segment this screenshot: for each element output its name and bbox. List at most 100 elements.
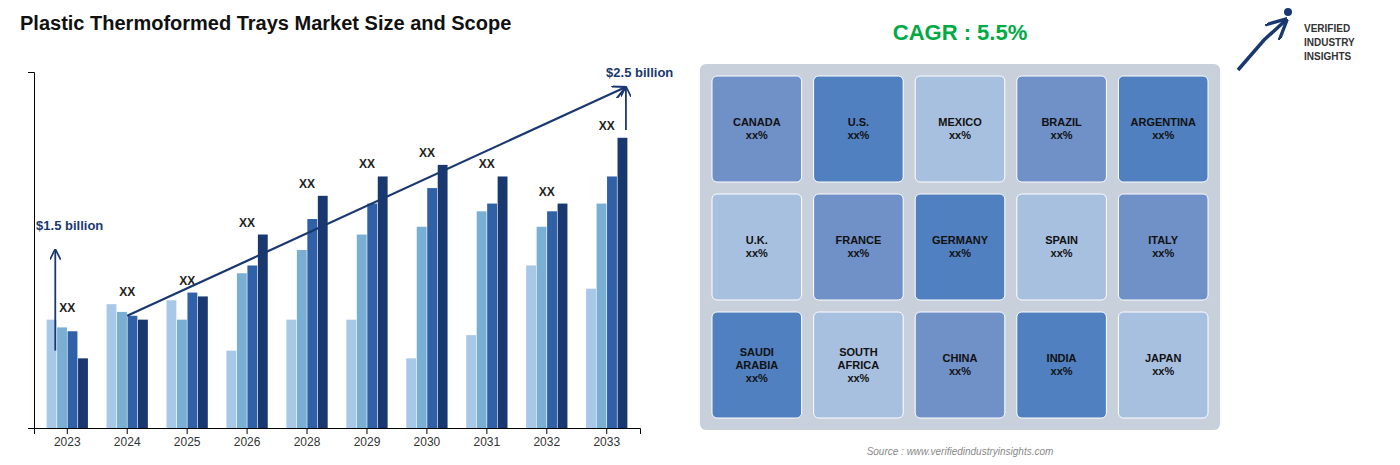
region-label-line: SOUTH	[839, 346, 878, 358]
x-tick-label: 2028	[294, 435, 321, 449]
bar	[318, 196, 328, 428]
region-label-line: xx%	[949, 247, 971, 259]
x-tick: 2024	[114, 428, 141, 449]
x-tick-label: 2032	[533, 435, 560, 449]
bar	[378, 176, 388, 428]
region-tile	[1118, 312, 1208, 418]
title: Plastic Thermoformed Trays Market Size a…	[20, 12, 511, 34]
region-label: SAUDIARABIAxx%	[735, 346, 778, 384]
region-label-line: ARABIA	[735, 359, 778, 371]
logo-text-line: INDUSTRY	[1304, 37, 1355, 48]
x-tick-label: 2031	[474, 435, 501, 449]
region-tile	[814, 194, 904, 300]
bar	[78, 358, 88, 428]
region-label-line: xx%	[847, 372, 869, 384]
group-label: XX	[599, 119, 615, 133]
x-tick-label: 2033	[593, 435, 620, 449]
bar	[198, 296, 208, 428]
group-label: XX	[359, 157, 375, 171]
region-label: JAPANxx%	[1145, 352, 1182, 377]
x-tick-label: 2025	[174, 435, 201, 449]
region-label-line: xx%	[1152, 129, 1174, 141]
bar	[438, 165, 448, 428]
region-label: INDIAxx%	[1047, 352, 1077, 377]
region-label: SPAINxx%	[1045, 234, 1078, 259]
region-tile	[1118, 76, 1208, 182]
region-label-line: U.K.	[746, 234, 768, 246]
region-label-line: AFRICA	[838, 359, 880, 371]
x-tick: 2030	[414, 428, 441, 449]
bar	[487, 204, 497, 428]
bar	[558, 204, 568, 428]
bar	[177, 320, 187, 428]
logo-text-line: VERIFIED	[1304, 23, 1350, 34]
region-tile	[1017, 76, 1107, 182]
x-tick: 2028	[294, 428, 321, 449]
region-tile	[814, 76, 904, 182]
start-label: $1.5 billion	[36, 218, 103, 233]
region-label-line: MEXICO	[938, 116, 982, 128]
group-label: XX	[539, 185, 555, 199]
x-tick-label: 2023	[54, 435, 81, 449]
bar	[107, 304, 117, 428]
bar	[258, 235, 268, 428]
region-tile	[915, 312, 1005, 418]
region-label-line: INDIA	[1047, 352, 1077, 364]
series-3	[78, 138, 627, 428]
x-tick-mark	[307, 428, 308, 434]
region-label-line: SAUDI	[740, 346, 774, 358]
bar	[417, 227, 427, 428]
end-label: $2.5 billion	[606, 65, 673, 80]
region-label: BRAZILxx%	[1041, 116, 1082, 141]
bars	[47, 138, 628, 428]
series-2	[68, 176, 617, 428]
region-label-line: ARGENTINA	[1131, 116, 1196, 128]
bar	[607, 176, 617, 428]
group-label: XX	[119, 285, 135, 299]
region-tile	[712, 194, 802, 300]
group-label: XX	[239, 216, 255, 230]
region-tile	[1017, 312, 1107, 418]
x-tick-label: 2029	[354, 435, 381, 449]
x-tick: 2029	[354, 428, 381, 449]
x-tick-label: 2026	[234, 435, 261, 449]
map-background	[700, 64, 1220, 430]
x-axis-line	[35, 429, 641, 435]
region-tile	[915, 194, 1005, 300]
region-tile	[814, 312, 904, 418]
bar	[297, 250, 307, 428]
logo-dot	[1284, 8, 1292, 16]
region-label: ITALYxx%	[1148, 234, 1179, 259]
bar	[466, 335, 476, 428]
bar	[138, 320, 148, 428]
region-tile	[1118, 194, 1208, 300]
region-tile	[712, 312, 802, 418]
x-tick-mark	[426, 428, 427, 434]
bar	[357, 235, 367, 428]
bar	[286, 320, 296, 428]
bar	[537, 227, 547, 428]
region-label-line: xx%	[1152, 247, 1174, 259]
bar	[128, 316, 138, 428]
trend-arrow	[127, 87, 625, 315]
region-label-line: GERMANY	[932, 234, 989, 246]
region-label-line: xx%	[847, 129, 869, 141]
x-tick: 2026	[234, 428, 261, 449]
region-label: ARGENTINAxx%	[1131, 116, 1196, 141]
bar	[597, 204, 607, 428]
region-label: CHINAxx%	[943, 352, 978, 377]
region-label-line: JAPAN	[1145, 352, 1182, 364]
bar	[586, 289, 596, 428]
region-label-line: xx%	[746, 247, 768, 259]
region-label-line: xx%	[949, 365, 971, 377]
bar	[367, 204, 377, 428]
x-tick-label: 2030	[414, 435, 441, 449]
x-tick-mark	[187, 428, 188, 434]
region-label-line: ITALY	[1148, 234, 1179, 246]
y-axis	[28, 73, 35, 429]
group-label: XX	[479, 157, 495, 171]
region-tile	[1017, 194, 1107, 300]
bar	[226, 351, 236, 428]
region-label: U.S.xx%	[847, 116, 869, 141]
x-axis: 2023 2024 2025 2026 2028 2029 2030 2031 2032 2033	[35, 428, 641, 449]
